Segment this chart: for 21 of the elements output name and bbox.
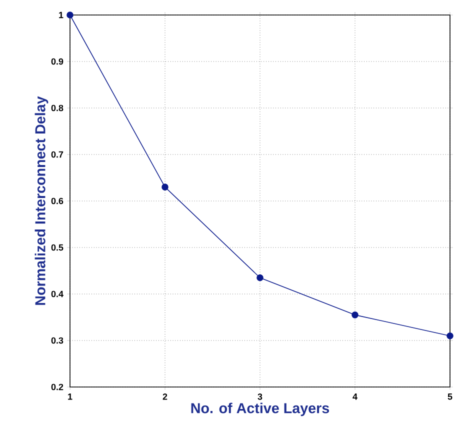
y-tick-label: 0.8: [51, 104, 64, 112]
x-tick-label: 2: [162, 394, 168, 400]
x-tick-label: 4: [352, 394, 358, 400]
point: [162, 184, 168, 190]
y-axis-title: Normalized Interconnect Delay: [34, 96, 48, 305]
y-tick-label: 1: [59, 12, 64, 18]
y-tick-label: 0.2: [51, 384, 64, 390]
y-tick-label: 0.3: [51, 337, 64, 344]
y-tick-label: 0.9: [51, 58, 64, 65]
point: [66, 12, 74, 18]
y-tick-label: 0.5: [51, 244, 64, 251]
y-tick-label: 0.6: [51, 198, 64, 204]
point: [352, 312, 358, 318]
y-tick-label: 0.7: [51, 151, 64, 158]
x-tick-label: 1: [68, 394, 72, 400]
x-tick-label: 3: [258, 394, 262, 400]
x-tick-label: 5: [448, 394, 452, 400]
x-axis-title: No. of Active Layers: [191, 402, 330, 416]
y-tick-label: 0.4: [51, 290, 64, 298]
point: [446, 332, 454, 340]
point: [256, 274, 264, 282]
